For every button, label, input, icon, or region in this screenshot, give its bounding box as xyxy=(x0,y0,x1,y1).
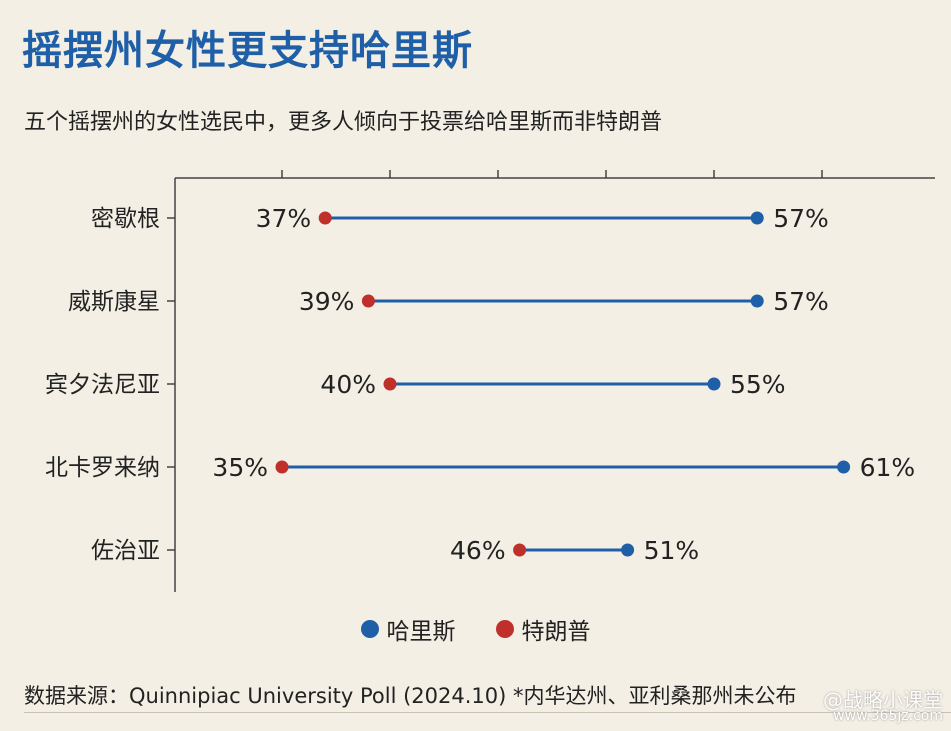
row-0: 密歇根 37% 57% xyxy=(91,204,829,233)
bottom-divider xyxy=(24,712,951,713)
dumbbell-chart: 密歇根 37% 57% 威斯康星 39% 57% 宾夕法尼亚 40% 55% 北卡罗来纳 35% 61… xyxy=(45,170,935,592)
harris-point xyxy=(707,377,721,391)
legend: 哈里斯 特朗普 xyxy=(0,612,951,646)
legend-dot-harris xyxy=(360,620,379,638)
category-label: 宾夕法尼亚 xyxy=(45,372,160,398)
harris-value-label: 51% xyxy=(644,536,700,565)
legend-item-harris: 哈里斯 xyxy=(360,612,456,646)
data-rows: 密歇根 37% 57% 威斯康星 39% 57% 宾夕法尼亚 40% 55% 北卡罗来纳 35% 61… xyxy=(45,204,915,565)
trump-value-label: 46% xyxy=(450,536,506,565)
legend-label-trump: 特朗普 xyxy=(521,619,591,645)
source-note: 数据来源：Quinnipiac University Poll (2024.10… xyxy=(24,684,797,708)
harris-point xyxy=(750,211,764,225)
row-2: 宾夕法尼亚 40% 55% xyxy=(45,370,786,399)
trump-value-label: 37% xyxy=(256,204,312,233)
category-label: 北卡罗来纳 xyxy=(45,455,160,481)
trump-value-label: 40% xyxy=(320,370,376,399)
watermark-url: www.365jz.com xyxy=(833,708,943,724)
harris-value-label: 57% xyxy=(773,204,829,233)
harris-value-label: 57% xyxy=(773,287,829,316)
chart-title: 摇摆州女性更支持哈里斯 xyxy=(22,28,473,74)
category-label: 密歇根 xyxy=(91,206,160,232)
trump-value-label: 35% xyxy=(212,453,268,482)
trump-point xyxy=(318,211,332,225)
row-3: 北卡罗来纳 35% 61% xyxy=(45,453,915,482)
row-4: 佐治亚 46% 51% xyxy=(91,536,699,565)
trump-value-label: 39% xyxy=(299,287,355,316)
legend-item-trump: 特朗普 xyxy=(495,612,591,646)
harris-value-label: 61% xyxy=(860,453,916,482)
category-label: 佐治亚 xyxy=(91,538,160,564)
legend-dot-trump xyxy=(495,620,514,638)
harris-point xyxy=(621,543,635,557)
watermark-text: @战略小课堂 xyxy=(823,688,943,712)
trump-point xyxy=(383,377,397,391)
row-1: 威斯康星 39% 57% xyxy=(68,287,829,316)
legend-label-harris: 哈里斯 xyxy=(386,619,456,645)
axis xyxy=(174,170,935,592)
harris-point xyxy=(750,294,764,308)
chart-subtitle: 五个摇摆州的女性选民中，更多人倾向于投票给哈里斯而非特朗普 xyxy=(24,110,663,135)
harris-point xyxy=(837,460,851,474)
trump-point xyxy=(361,294,375,308)
category-label: 威斯康星 xyxy=(68,289,160,315)
trump-point xyxy=(275,460,289,474)
trump-point xyxy=(513,543,527,557)
harris-value-label: 55% xyxy=(730,370,786,399)
